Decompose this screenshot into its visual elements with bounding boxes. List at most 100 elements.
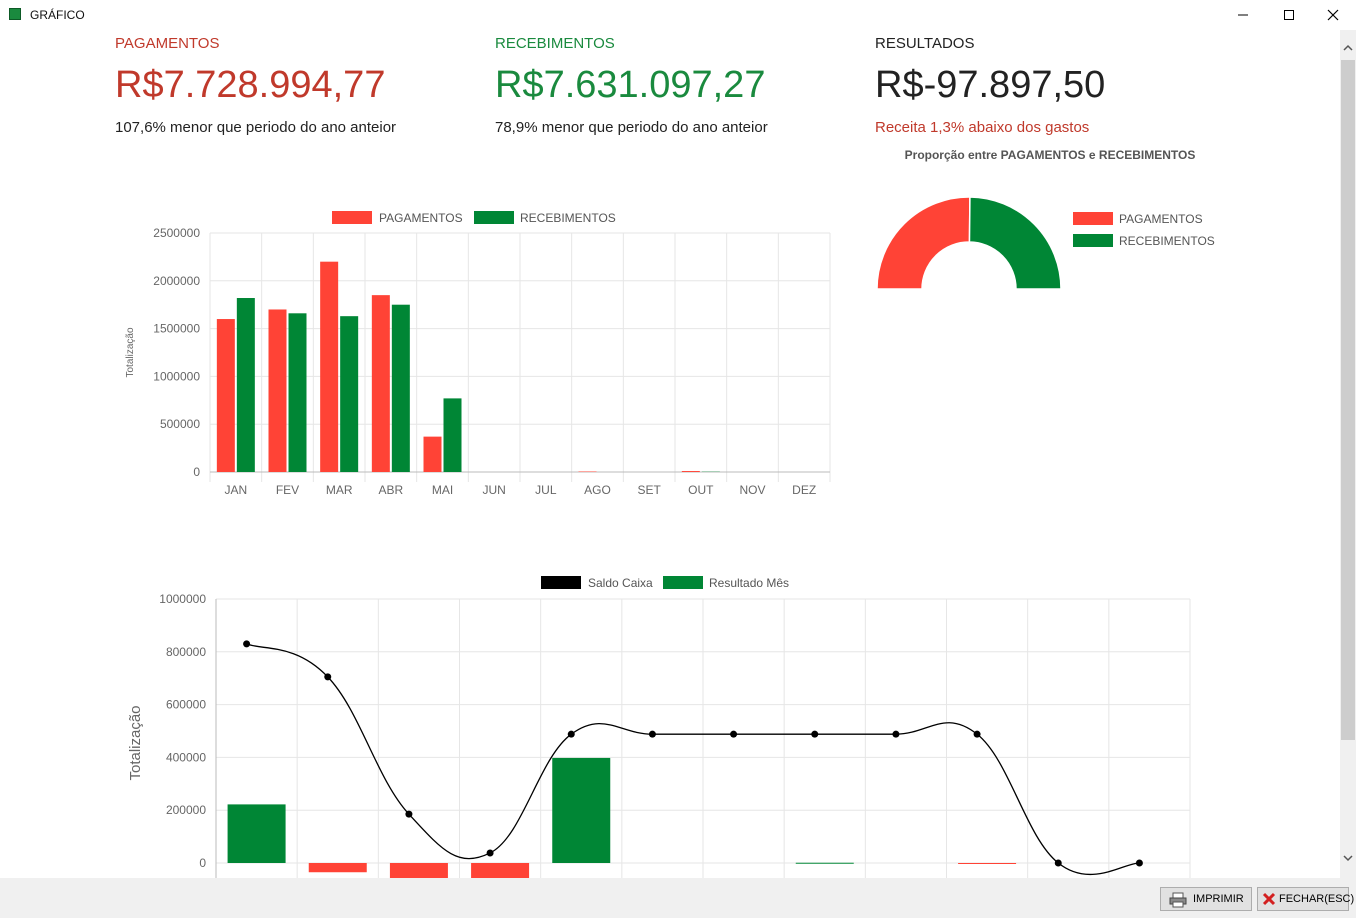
- legend-swatch-saldo-caixa: [541, 576, 581, 589]
- resultado-bar-2: [308, 863, 367, 873]
- slice-pagamentos: [876, 196, 971, 290]
- resultados-value: R$-97.897,50: [875, 64, 1106, 106]
- red-x-icon: [1262, 892, 1276, 906]
- bar-pagamentos-out: [681, 471, 700, 472]
- close-esc-button[interactable]: FECHAR(ESC): [1257, 887, 1354, 911]
- x-tick-label: MAI: [432, 483, 453, 497]
- saldo-point-9: [892, 730, 900, 738]
- legend-label-recebimentos: RECEBIMENTOS: [520, 211, 616, 225]
- minimize-button[interactable]: [1220, 0, 1266, 30]
- x-tick-label: MAR: [326, 483, 353, 497]
- legend-label-saldo-caixa: Saldo Caixa: [588, 576, 653, 590]
- saldo-resultado-chart: Saldo Caixa Resultado Mês 1000000 800000 600…: [127, 576, 1191, 878]
- y-tick-label: 600000: [166, 698, 206, 712]
- legend-swatch-pagamentos: [332, 211, 372, 224]
- resultado-bar-4: [471, 863, 530, 878]
- saldo-point-6: [648, 730, 656, 738]
- y-tick-label: 400000: [166, 750, 206, 764]
- saldo-point-7: [730, 730, 738, 738]
- close-icon: [1327, 9, 1339, 21]
- scroll-down-icon[interactable]: [1340, 850, 1356, 866]
- x-tick-label: AGO: [584, 483, 611, 497]
- legend-swatch-resultado-mes: [663, 576, 703, 589]
- resultado-bar-5: [552, 757, 611, 863]
- legend-label-recebimentos: RECEBIMENTOS: [1119, 234, 1215, 248]
- y-tick-label: 2000000: [153, 274, 200, 288]
- maximize-button[interactable]: [1266, 0, 1312, 30]
- y-axis-label: Totalização: [127, 705, 144, 780]
- x-tick-label: FEV: [276, 483, 299, 497]
- x-tick-label: ABR: [378, 483, 403, 497]
- title-bar: GRÁFICO: [0, 0, 1356, 30]
- x-tick-label: NOV: [739, 483, 765, 497]
- close-window-button[interactable]: [1310, 0, 1356, 30]
- bar-recebimentos-abr: [391, 304, 410, 472]
- saldo-point-5: [567, 730, 575, 738]
- printer-icon: [1169, 892, 1187, 908]
- slice-recebimentos: [968, 196, 1062, 290]
- x-tick-label: JAN: [224, 483, 247, 497]
- saldo-point-11: [1054, 859, 1062, 867]
- bar-pagamentos-abr: [371, 295, 390, 472]
- monthly-bar-chart: PAGAMENTOS RECEBIMENTOS 2500000 2000000 1500…: [125, 211, 831, 497]
- bar-pagamentos-fev: [268, 309, 287, 472]
- minimize-icon: [1238, 14, 1248, 16]
- y-tick-label: 1500000: [153, 322, 200, 336]
- pagamentos-note: 107,6% menor que periodo do ano anteior: [115, 119, 397, 136]
- recebimentos-label: RECEBIMENTOS: [495, 35, 615, 52]
- resultados-note: Receita 1,3% abaixo dos gastos: [875, 119, 1090, 136]
- saldo-point-1: [243, 640, 251, 648]
- y-tick-label: 500000: [160, 417, 200, 431]
- saldo-point-4: [486, 849, 494, 857]
- doughnut-title: Proporção entre PAGAMENTOS e RECEBIMENTO…: [905, 148, 1196, 162]
- scroll-up-icon[interactable]: [1340, 40, 1356, 56]
- vertical-scrollbar[interactable]: [1340, 30, 1356, 878]
- y-tick-label: 1000000: [159, 592, 206, 606]
- bar-pagamentos-jan: [216, 319, 235, 472]
- saldo-caixa-line: [246, 643, 1140, 876]
- maximize-icon: [1284, 10, 1294, 20]
- legend-swatch-recebimentos: [1073, 234, 1113, 247]
- scroll-thumb[interactable]: [1341, 60, 1355, 740]
- pagamentos-value: R$7.728.994,77: [115, 64, 386, 106]
- resultado-bar-3: [389, 863, 448, 878]
- y-tick-label: 0: [193, 465, 200, 479]
- x-tick-label: DEZ: [792, 483, 816, 497]
- proportion-doughnut-chart: Proporção entre PAGAMENTOS e RECEBIMENTO…: [876, 148, 1215, 290]
- pagamentos-label: PAGAMENTOS: [115, 35, 220, 52]
- x-tick-label: SET: [637, 483, 661, 497]
- y-tick-label: 2500000: [153, 226, 200, 240]
- resultado-bar-10: [958, 863, 1017, 864]
- x-tick-label: JUL: [535, 483, 557, 497]
- app-icon: [9, 8, 21, 20]
- y-tick-label: 200000: [166, 803, 206, 817]
- legend-swatch-pagamentos: [1073, 212, 1113, 225]
- resultado-bar-1: [227, 804, 286, 863]
- print-button[interactable]: IMPRIMIR: [1160, 887, 1252, 911]
- y-axis-label: Totalização: [125, 327, 136, 377]
- bar-recebimentos-fev: [288, 313, 307, 472]
- x-tick-label: OUT: [688, 483, 714, 497]
- x-tick-label: JUN: [482, 483, 505, 497]
- recebimentos-value: R$7.631.097,27: [495, 64, 766, 106]
- resultado-bar-8: [795, 862, 854, 864]
- legend-swatch-recebimentos: [474, 211, 514, 224]
- saldo-point-8: [811, 730, 819, 738]
- saldo-point-2: [324, 673, 332, 681]
- close-esc-label: FECHAR(ESC): [1279, 893, 1355, 905]
- bar-pagamentos-mar: [320, 261, 339, 472]
- content-area: PAGAMENTOS R$7.728.994,77 107,6% menor q…: [0, 30, 1340, 878]
- window-title: GRÁFICO: [30, 8, 85, 22]
- y-tick-label: 1000000: [153, 369, 200, 383]
- saldo-point-12: [1135, 859, 1143, 867]
- saldo-point-10: [973, 730, 981, 738]
- bar-recebimentos-mar: [340, 316, 359, 472]
- footer-bar: IMPRIMIR FECHAR(ESC): [0, 878, 1356, 918]
- bar-pagamentos-mai: [423, 436, 442, 472]
- print-label: IMPRIMIR: [1193, 893, 1244, 905]
- resultados-label: RESULTADOS: [875, 35, 975, 52]
- y-tick-label: 800000: [166, 645, 206, 659]
- recebimentos-note: 78,9% menor que periodo do ano anteior: [495, 119, 768, 136]
- saldo-point-3: [405, 810, 413, 818]
- legend-label-pagamentos: PAGAMENTOS: [379, 211, 463, 225]
